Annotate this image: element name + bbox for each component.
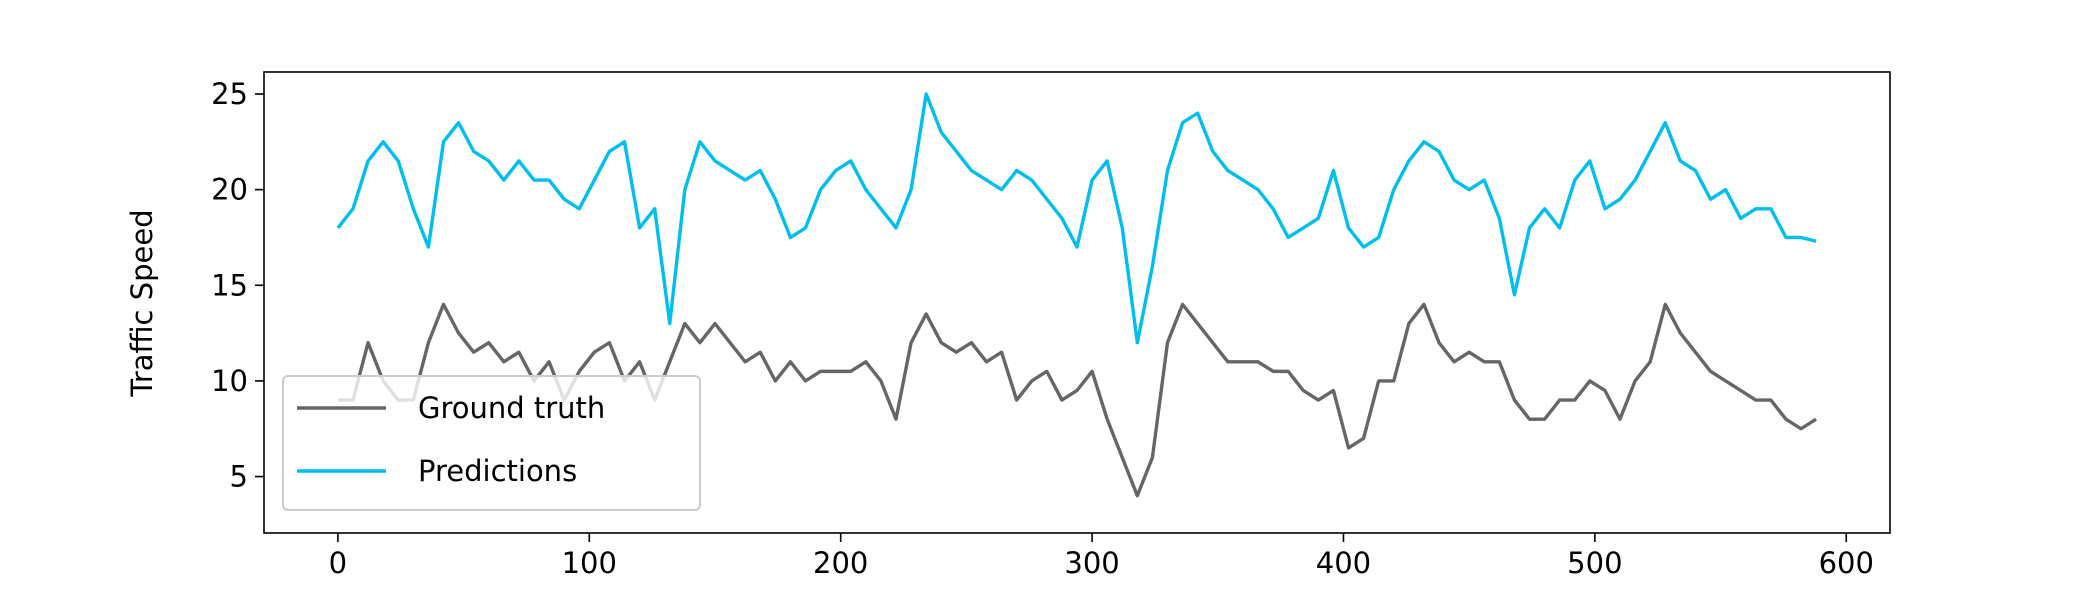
legend-label: Ground truth: [418, 391, 605, 425]
y-tick-label: 5: [230, 460, 248, 494]
y-tick-label: 15: [211, 268, 248, 302]
x-tick-label: 400: [1316, 546, 1371, 580]
y-axis-label: Traffic Speed: [125, 209, 159, 397]
x-tick-label: 100: [562, 546, 617, 580]
x-tick-label: 0: [329, 546, 347, 580]
data-line: [337, 302, 1818, 498]
y-tick-label: 20: [211, 173, 248, 207]
x-tick-label: 300: [1064, 546, 1119, 580]
x-tick-label: 200: [813, 546, 868, 580]
data-line: [336, 92, 1817, 345]
x-tick-label: 500: [1567, 546, 1622, 580]
legend-label: Predictions: [418, 454, 577, 488]
y-tick-label: 10: [211, 364, 248, 398]
legend: Ground truth Predictions: [282, 375, 701, 511]
legend-frame: [282, 375, 701, 511]
x-tick-label: 600: [1819, 546, 1874, 580]
plot-frame: [263, 71, 1891, 534]
y-tick-label: 25: [211, 77, 248, 111]
